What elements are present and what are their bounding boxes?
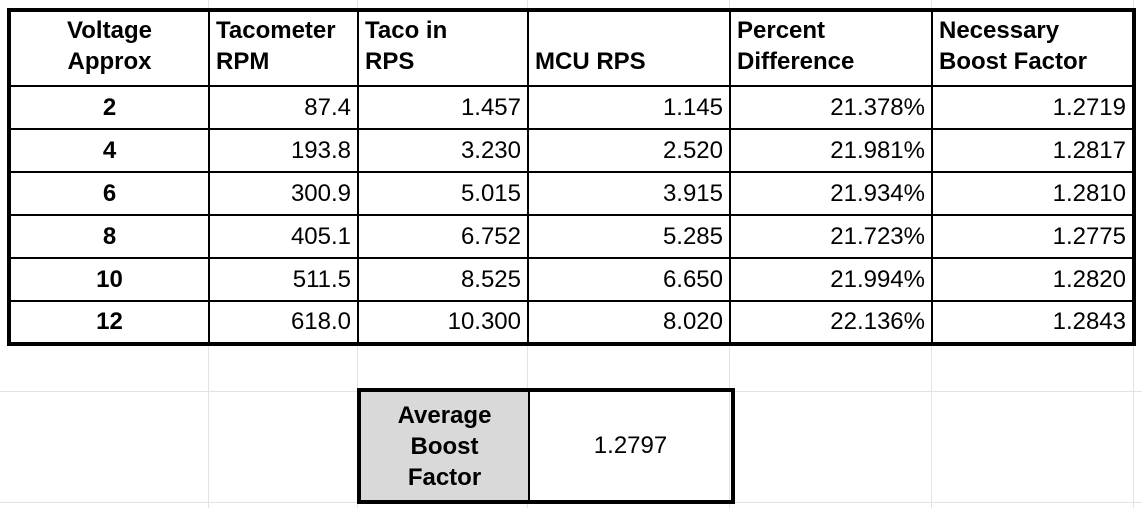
cell[interactable]: 193.8 [208,128,359,173]
average-row: Average Boost Factor 1.2797 [358,389,734,503]
table-row: 6 300.9 5.015 3.915 21.934% 1.2810 [8,171,1135,216]
voltage-cell[interactable]: 6 [8,171,210,216]
cell[interactable]: 2.520 [527,128,731,173]
average-table: Average Boost Factor 1.2797 [357,388,735,504]
cell[interactable]: 21.981% [729,128,933,173]
cell[interactable]: 1.2820 [931,257,1135,302]
voltage-cell[interactable]: 2 [8,85,210,130]
cell[interactable]: 21.934% [729,171,933,216]
cell[interactable]: 5.015 [357,171,529,216]
cell[interactable]: 1.2775 [931,214,1135,259]
header-cell[interactable]: MCU RPS [527,9,731,87]
cell[interactable]: 1.145 [527,85,731,130]
header-row: Voltage Approx Tacometer RPM Taco in RPS MC… [8,9,1135,87]
cell[interactable]: 6.752 [357,214,529,259]
cell[interactable]: 8.525 [357,257,529,302]
cell[interactable]: 1.2719 [931,85,1135,130]
cell[interactable]: 300.9 [208,171,359,216]
voltage-cell[interactable]: 10 [8,257,210,302]
average-value-cell[interactable]: 1.2797 [528,389,734,503]
header-cell[interactable]: Voltage Approx [8,9,210,87]
header-cell[interactable]: Tacometer RPM [208,9,359,87]
cell[interactable]: 1.2817 [931,128,1135,173]
header-cell[interactable]: Taco in RPS [357,9,529,87]
cell[interactable]: 21.378% [729,85,933,130]
average-label-cell[interactable]: Average Boost Factor [358,389,530,503]
cell[interactable]: 405.1 [208,214,359,259]
cell[interactable]: 618.0 [208,300,359,345]
cell[interactable]: 6.650 [527,257,731,302]
cell[interactable]: 3.230 [357,128,529,173]
voltage-cell[interactable]: 4 [8,128,210,173]
table-row: 4 193.8 3.230 2.520 21.981% 1.2817 [8,128,1135,173]
table-row: 2 87.4 1.457 1.145 21.378% 1.2719 [8,85,1135,130]
cell[interactable]: 1.2810 [931,171,1135,216]
cell[interactable]: 21.723% [729,214,933,259]
cell[interactable]: 3.915 [527,171,731,216]
table-row: 10 511.5 8.525 6.650 21.994% 1.2820 [8,257,1135,302]
header-cell[interactable]: Necessary Boost Factor [931,9,1135,87]
cell[interactable]: 87.4 [208,85,359,130]
table-row: 8 405.1 6.752 5.285 21.723% 1.2775 [8,214,1135,259]
cell[interactable]: 22.136% [729,300,933,345]
voltage-cell[interactable]: 8 [8,214,210,259]
header-cell[interactable]: Percent Difference [729,9,933,87]
cell[interactable]: 21.994% [729,257,933,302]
cell[interactable]: 511.5 [208,257,359,302]
voltage-cell[interactable]: 12 [8,300,210,345]
cell[interactable]: 10.300 [357,300,529,345]
data-table: Voltage Approx Tacometer RPM Taco in RPS MC… [7,8,1136,346]
cell[interactable]: 1.457 [357,85,529,130]
table-row: 12 618.0 10.300 8.020 22.136% 1.2843 [8,300,1135,345]
cell[interactable]: 1.2843 [931,300,1135,345]
cell[interactable]: 8.020 [527,300,731,345]
cell[interactable]: 5.285 [527,214,731,259]
